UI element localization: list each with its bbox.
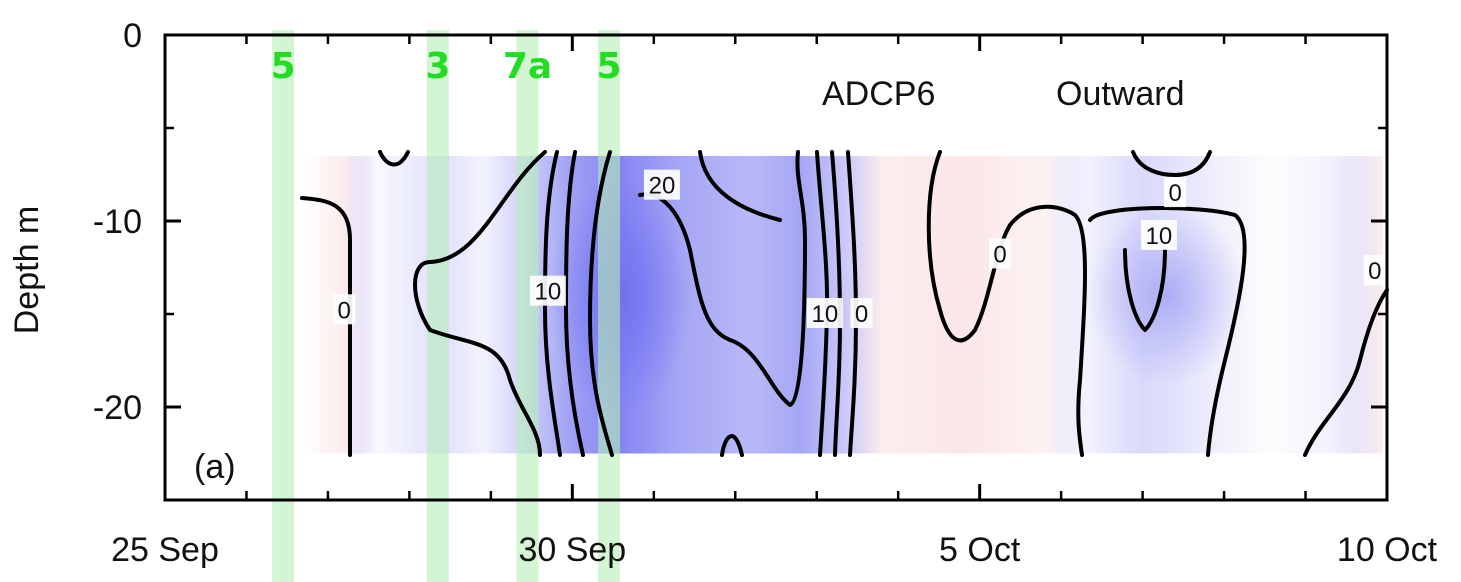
contour-label-3: 20 [649, 173, 676, 200]
event-band-1 [272, 30, 295, 582]
x-tick-label-3: 5 Oct [939, 531, 1021, 569]
contour-line-15 [1088, 206, 1247, 457]
y-axis-label: Depth m [8, 206, 46, 335]
contour-label-4: 10 [812, 301, 839, 328]
station-label: ADCP6 [822, 75, 935, 113]
contour-label-2: 10 [535, 279, 562, 306]
event-label-3: 7a [503, 46, 552, 87]
contour-label-bg-3 [643, 169, 680, 200]
contour-line-9 [720, 434, 744, 457]
contour-line-5 [564, 150, 585, 457]
contour-label-bg-9 [1363, 255, 1386, 286]
contour-line-7 [638, 150, 807, 407]
contour-line-8 [698, 150, 782, 222]
axes: 25 Sep 30 Sep 5 Oct 10 Oct 0 -10 -20 [93, 17, 1438, 569]
event-bands: 5 3 7a 5 [271, 30, 622, 582]
contour-label-5: 0 [855, 301, 868, 328]
component-label: Outward [1056, 75, 1185, 113]
x-tick-label-4: 10 Oct [1337, 531, 1438, 569]
contour-line-3 [413, 150, 547, 457]
color-field [303, 155, 1383, 454]
x-tick-label-1: 25 Sep [111, 531, 219, 569]
contour-line-2 [378, 150, 410, 167]
contour-label-bg-7 [1164, 177, 1187, 208]
contour-labels: 0 10 20 10 0 0 0 10 0 [333, 169, 1386, 328]
field-core [551, 175, 692, 416]
contour-label-7: 0 [1169, 180, 1182, 207]
field-secondary [1087, 205, 1248, 386]
contour-label-bg-1 [333, 294, 356, 325]
event-label-2: 3 [425, 46, 450, 87]
contour-line-4 [543, 150, 562, 457]
contour-label-9: 0 [1368, 258, 1381, 285]
contour-label-6: 0 [993, 241, 1006, 268]
panel-label: (a) [194, 448, 236, 486]
contour-label-bg-5 [850, 298, 873, 328]
event-band-2 [426, 30, 449, 582]
x-tick-label-2: 30 Sep [518, 531, 626, 569]
contour-label-bg-2 [529, 275, 566, 306]
y-tick-label-2: -10 [93, 203, 142, 241]
contour-line-16 [1123, 248, 1167, 332]
event-label-1: 5 [271, 46, 296, 87]
contour-lines [300, 150, 1389, 457]
contour-line-1 [300, 196, 352, 457]
y-tick-label-3: -20 [93, 389, 142, 427]
contour-label-1: 0 [338, 297, 351, 324]
contour-line-6 [588, 150, 614, 457]
event-label-4: 5 [596, 46, 621, 87]
contour-line-13 [926, 150, 1087, 457]
contour-label-bg-4 [806, 298, 843, 328]
contour-line-14 [1131, 150, 1212, 177]
contour-label-bg-6 [989, 238, 1012, 269]
contour-label-8: 10 [1146, 223, 1173, 250]
contour-line-17 [1303, 288, 1389, 457]
contour-label-bg-8 [1140, 219, 1177, 250]
y-tick-label-1: 0 [123, 17, 142, 55]
event-band-3 [516, 30, 539, 582]
